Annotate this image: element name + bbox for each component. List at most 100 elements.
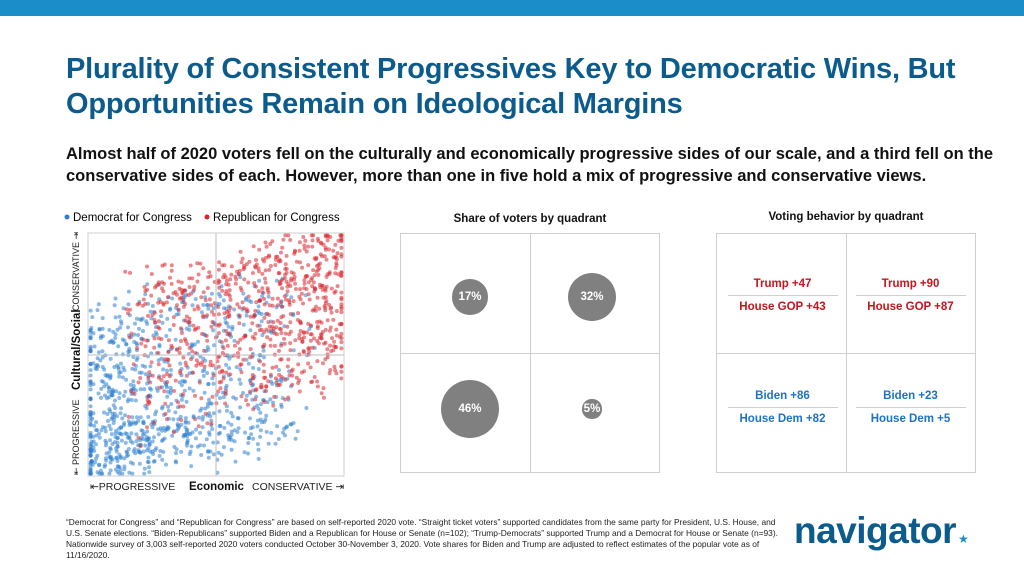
scatter-point (158, 385, 162, 390)
scatter-point (117, 452, 122, 457)
scatter-point (138, 376, 143, 380)
scatter-point (97, 435, 102, 440)
scatter-point (279, 357, 284, 362)
scatter-point (268, 397, 273, 402)
scatter-point (244, 262, 249, 267)
scatter-point (123, 413, 128, 418)
scatter-point (184, 373, 189, 378)
scatter-point (218, 386, 223, 391)
scatter-point (192, 327, 197, 332)
scatter-point (201, 303, 206, 307)
scatter-point (141, 297, 146, 302)
scatter-point (301, 330, 306, 335)
scatter-point (229, 264, 234, 269)
scatter-point (308, 332, 313, 337)
scatter-point (182, 295, 187, 299)
scatter-point (164, 300, 169, 305)
scatter-point (229, 432, 234, 437)
scatter-point (173, 410, 178, 415)
scatter-point (248, 347, 253, 352)
scatter-point (211, 440, 216, 445)
scatter-point (199, 310, 204, 315)
scatter-point (88, 453, 93, 458)
scatter-point (122, 456, 127, 461)
scatter-point (143, 292, 148, 297)
scatter-point (133, 367, 138, 372)
scatter-point (223, 320, 228, 325)
scatter-point (280, 304, 285, 309)
scatter-point (202, 443, 206, 448)
scatter-point (279, 315, 284, 320)
scatter-point (157, 326, 162, 331)
scatter-point (145, 448, 149, 453)
scatter-point (159, 314, 164, 319)
scatter-point (262, 315, 267, 320)
scatter-point (189, 357, 193, 362)
scatter-point (246, 361, 251, 366)
scatter-point (102, 410, 106, 415)
scatter-point (289, 270, 294, 275)
scatter-point (166, 404, 171, 409)
scatter-point (148, 364, 153, 369)
scatter-point (264, 389, 268, 393)
scatter-point (238, 275, 243, 280)
logo-star-icon: ★ (958, 532, 969, 546)
scatter-point (259, 402, 263, 407)
scatter-point (126, 302, 131, 307)
scatter-point (209, 291, 214, 296)
scatter-point (221, 298, 226, 303)
scatter-point (282, 294, 287, 299)
scatter-point (210, 320, 215, 324)
scatter-point (108, 356, 113, 361)
scatter-point (253, 331, 258, 336)
scatter-point (187, 323, 192, 328)
scatter-point (298, 287, 302, 292)
scatter-point (222, 311, 227, 316)
scatter-point (235, 302, 240, 307)
scatter-point (205, 303, 209, 307)
scatter-point (293, 436, 298, 441)
scatter-point (281, 237, 286, 242)
scatter-point (265, 288, 270, 293)
scatter-point (195, 261, 200, 266)
scatter-point (234, 365, 239, 370)
scatter-point (260, 344, 265, 349)
scatter-point (198, 408, 203, 413)
scatter-point (228, 377, 233, 382)
x-axis-right-label: CONSERVATIVE ⇥ (252, 481, 344, 493)
scatter-point (284, 266, 289, 271)
scatter-point (246, 294, 251, 299)
scatter-point (282, 341, 287, 346)
scatter-point (282, 336, 287, 341)
scatter-point (227, 356, 232, 361)
scatter-point (312, 375, 317, 379)
scatter-point (145, 398, 150, 403)
scatter-point (216, 312, 221, 317)
scatter-point (283, 262, 288, 267)
scatter-point (297, 294, 302, 299)
scatter-point (181, 304, 186, 309)
scatter-point (140, 303, 145, 308)
scatter-point (238, 381, 243, 386)
scatter-point (303, 293, 308, 298)
scatter-point (88, 334, 93, 339)
scatter-point (339, 254, 344, 259)
scatter-point (88, 362, 93, 367)
scatter-point (162, 389, 167, 394)
scatter-point (168, 275, 172, 280)
scatter-point (263, 240, 268, 245)
scatter-point (88, 465, 93, 470)
scatter-point (118, 319, 123, 324)
scatter-point (217, 302, 222, 306)
scatter-point (209, 418, 214, 423)
scatter-point (283, 233, 288, 238)
scatter-point (333, 344, 338, 349)
scatter-point (138, 450, 143, 455)
scatter-point (259, 327, 264, 332)
scatter-point (99, 386, 104, 391)
scatter-point (258, 410, 263, 415)
scatter-point (327, 247, 331, 252)
scatter-point (115, 456, 119, 461)
scatter-point (209, 324, 214, 329)
scatter-point (135, 346, 139, 351)
